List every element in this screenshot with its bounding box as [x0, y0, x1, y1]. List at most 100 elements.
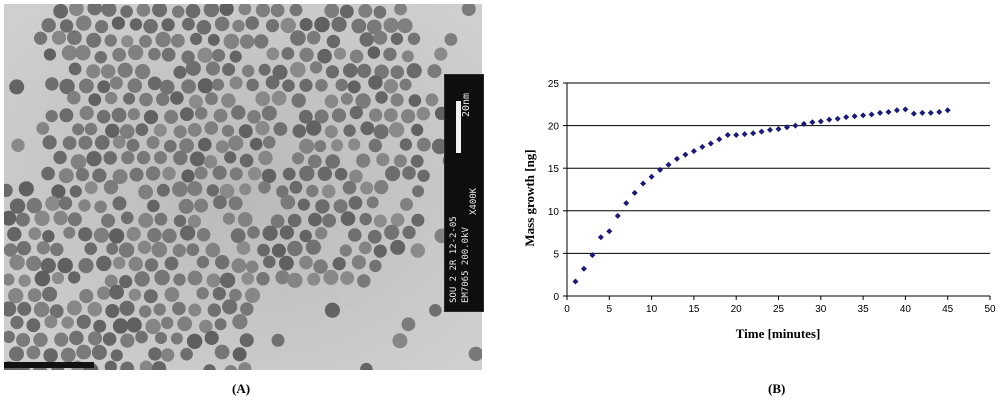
nanoparticle	[120, 5, 133, 18]
nanoparticle	[152, 4, 168, 18]
nanoparticle	[333, 199, 348, 214]
nanoparticle	[126, 226, 141, 242]
nanoparticle	[348, 228, 362, 242]
nanoparticle	[461, 4, 476, 16]
data-point	[606, 228, 613, 235]
tem-scalebar-panel: 20nm X400K SOU 2 2R 12-2-05 EM7065 200.0…	[444, 74, 484, 312]
y-tick-label: 20	[548, 122, 560, 133]
nanoparticle	[36, 122, 50, 135]
x-tick-label: 30	[815, 304, 827, 315]
nanoparticle	[108, 228, 125, 244]
nanoparticle	[110, 349, 123, 362]
data-point	[927, 109, 934, 116]
scalebar-line	[456, 101, 461, 153]
nanoparticle	[84, 242, 97, 255]
data-point	[597, 234, 604, 241]
nanoparticle	[246, 78, 259, 92]
nanoparticle	[390, 213, 405, 227]
nanoparticle	[228, 135, 244, 151]
data-point	[834, 115, 841, 122]
nanoparticle	[60, 347, 76, 363]
nanoparticle	[105, 91, 118, 105]
nanoparticle	[238, 124, 253, 139]
data-point	[885, 108, 892, 115]
nanoparticle	[333, 47, 347, 60]
nanoparticle	[232, 347, 247, 362]
nanoparticle	[299, 165, 315, 182]
x-tick-label: 25	[773, 304, 785, 315]
nanoparticle	[314, 140, 327, 153]
nanoparticle	[93, 227, 109, 243]
nanoparticle	[62, 136, 77, 150]
nanoparticle	[58, 168, 74, 184]
nanoparticle	[351, 18, 367, 34]
nanoparticle	[214, 344, 230, 360]
data-point	[572, 278, 579, 285]
nanoparticle	[78, 227, 93, 242]
nanoparticle	[343, 124, 356, 137]
nanoparticle	[348, 196, 363, 210]
nanoparticle	[340, 211, 356, 226]
nanoparticle	[261, 168, 277, 184]
tem-image	[4, 4, 482, 370]
nanoparticle	[257, 243, 270, 257]
nanoparticle	[281, 47, 295, 60]
x-tick-label: 10	[646, 304, 658, 315]
nanoparticle	[390, 32, 404, 45]
y-axis-label: Mass growth [ng]	[522, 149, 537, 246]
nanoparticle	[309, 61, 323, 74]
nanoparticle	[109, 284, 124, 300]
nanoparticle	[59, 19, 74, 33]
nanoparticle	[325, 65, 339, 79]
nanoparticle	[119, 124, 135, 139]
nanoparticle	[129, 18, 143, 31]
nanoparticle	[138, 184, 154, 200]
nanoparticle	[358, 4, 373, 18]
nanoparticle	[162, 228, 177, 244]
nanoparticle	[374, 180, 389, 195]
nanoparticle	[70, 154, 87, 170]
nanoparticle	[229, 50, 242, 63]
nanoparticle	[11, 138, 25, 152]
nanoparticle	[181, 79, 196, 94]
nanoparticle	[417, 169, 430, 182]
data-point	[640, 180, 647, 187]
data-point	[690, 148, 697, 155]
nanoparticle	[128, 44, 144, 61]
nanoparticle	[164, 287, 180, 302]
nanoparticle	[78, 135, 93, 150]
nanoparticle	[339, 244, 352, 257]
nanoparticle	[299, 78, 313, 92]
nanoparticle	[388, 122, 405, 138]
nanoparticle	[97, 80, 111, 94]
nanoparticle	[315, 227, 328, 240]
nanoparticle	[49, 304, 64, 319]
nanoparticle	[33, 332, 48, 347]
nanoparticle	[190, 32, 203, 45]
nanoparticle	[34, 270, 51, 287]
nanoparticle	[334, 167, 348, 181]
nanoparticle	[151, 241, 168, 258]
data-point	[902, 106, 909, 113]
chart-svg: 0 5 10 15 20 25 30 35 40 45 50 0 5 10 15 20 25 Time [mi…	[522, 79, 996, 341]
nanoparticle	[18, 181, 34, 197]
nanoparticle	[59, 78, 75, 95]
nanoparticle	[289, 4, 303, 17]
nanoparticle	[34, 210, 50, 226]
nanoparticle	[299, 229, 312, 243]
nanoparticle	[92, 168, 107, 183]
nanoparticle	[69, 4, 84, 17]
nanoparticle	[186, 243, 200, 256]
nanoparticle	[367, 229, 382, 244]
nanoparticle	[258, 181, 271, 194]
nanoparticle	[407, 32, 421, 45]
nanoparticle	[219, 272, 236, 288]
x-tick-label: 45	[942, 304, 954, 315]
nanoparticle	[41, 18, 56, 33]
nanoparticle	[229, 167, 243, 181]
y-tick-label: 10	[548, 207, 560, 218]
nanoparticle	[212, 48, 226, 62]
nanoparticle	[241, 272, 255, 285]
nanoparticle	[8, 288, 24, 304]
x-tick-label: 40	[900, 304, 912, 315]
